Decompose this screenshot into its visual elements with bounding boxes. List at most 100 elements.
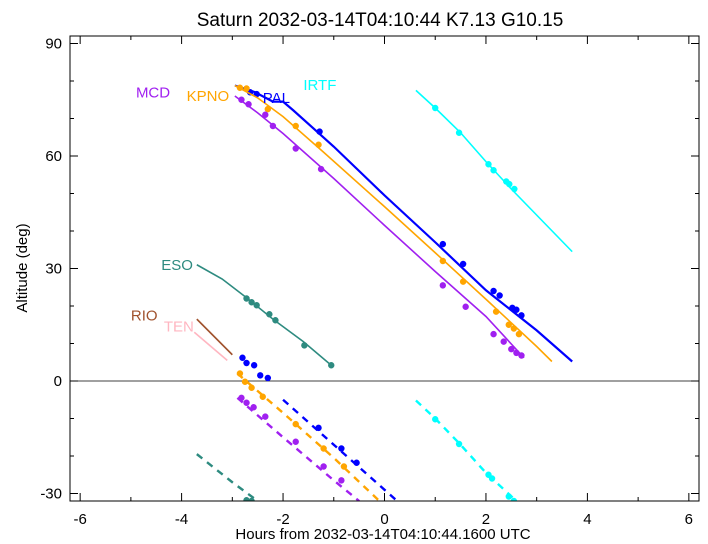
data-point-mcd [269,122,277,130]
data-point-mcd [513,349,520,357]
x-tick-label: 2 [482,511,490,528]
data-point-mcd [317,165,325,173]
series-dashed-line-kpno [236,372,381,501]
data-point-eso [266,311,273,318]
site-label-irtf: IRTF [303,77,336,94]
data-point-kpno [340,463,348,470]
data-point-irtf [455,129,463,136]
data-point-eso [248,299,255,306]
data-point-mcd [439,282,447,289]
data-point-mcd [238,96,245,103]
data-point-irtf [490,167,497,174]
x-axis: -6 -4 -2 0 2 4 6 [73,36,693,528]
data-point-kpno [292,122,299,130]
y-axis: -30 0 30 60 90 [40,36,699,503]
site-label-pal: PAL [263,90,290,107]
data-point-pal [353,459,360,466]
x-tick-label: -2 [276,511,289,528]
x-tick-label: -4 [175,511,188,528]
data-point-irtf [455,440,463,448]
data-point-mcd [262,111,269,118]
data-point-mcd [338,477,345,484]
series-dashed-line-eso [196,453,259,501]
data-point-pal [513,306,520,313]
data-point-irtf [511,185,518,193]
data-point-pal [316,128,323,135]
site-label-rio: RIO [131,307,158,324]
data-point-kpno [320,445,327,452]
data-point-kpno [236,84,244,91]
site-label-mcd: MCD [136,84,170,101]
series-line-kpno [234,84,553,363]
x-tick-label: 0 [380,511,388,528]
data-point-kpno [439,257,447,265]
series-ten [193,331,228,361]
series-line-rio [196,318,233,356]
data-point-pal [315,424,322,432]
data-point-kpno [492,308,500,315]
data-point-irtf [510,497,518,501]
series-dashed-line-mcd [236,396,360,501]
data-point-mcd [245,101,252,108]
site-label-ten: TEN [164,319,194,336]
y-tick-label: 0 [54,373,62,390]
chart-title: Saturn 2032-03-14T04:10:44 K7.13 G10.15 [197,10,564,31]
data-point-mcd [320,463,327,470]
data-point-mcd [292,145,299,152]
data-point-mcd [262,413,269,420]
plot-area [70,84,699,501]
data-point-eso [243,295,250,302]
data-point-kpno [505,321,512,328]
x-tick-label: -6 [73,511,86,528]
data-point-irtf [432,104,439,112]
data-point-eso [243,497,250,501]
y-tick-label: 60 [45,148,62,165]
series-dashed-line-pal [282,398,398,501]
data-point-pal [243,359,250,367]
data-point-eso [272,317,279,324]
data-point-pal [250,362,258,369]
x-axis-label: Hours from 2032-03-14T04:10:44.1600 UTC [235,526,530,543]
data-point-kpno [248,384,255,391]
data-point-mcd [462,303,469,310]
data-point-kpno [510,325,518,332]
data-point-irtf [505,493,512,500]
series-mcd [234,95,525,501]
x-tick-label: 4 [583,511,591,528]
series-line-mcd [234,95,525,359]
site-label-eso: ESO [161,257,193,274]
y-tick-label: -30 [40,486,62,503]
series-rio [196,318,233,356]
data-point-mcd [238,394,245,402]
data-point-pal [264,374,272,382]
y-axis-label: Altitude (deg) [14,223,31,312]
data-point-mcd [508,345,515,353]
data-point-pal [459,260,467,268]
series-irtf [415,89,573,501]
data-point-irtf [506,180,513,188]
data-point-mcd [250,404,257,411]
data-point-irtf [432,416,439,423]
data-point-kpno [292,420,299,428]
data-point-mcd [243,399,250,406]
data-point-eso [328,362,335,369]
y-tick-label: 30 [45,261,62,278]
data-point-kpno [241,378,249,385]
series-line-pal [234,84,573,363]
data-point-kpno [459,278,467,285]
x-tick-label: 6 [685,511,693,528]
data-point-kpno [243,85,250,92]
data-point-eso [301,342,308,349]
data-point-pal [257,372,264,379]
legend-labels: IRTF PAL KPNO MCD ESO RIO TEN [131,77,337,336]
series-line-ten [193,331,228,361]
series-pal [234,84,573,501]
series-eso [196,264,335,501]
data-point-kpno [515,330,523,338]
data-point-kpno [259,393,266,400]
data-point-irtf [485,161,492,168]
data-point-pal [496,292,503,299]
data-point-mcd [518,352,525,359]
series-line-eso [196,264,332,366]
